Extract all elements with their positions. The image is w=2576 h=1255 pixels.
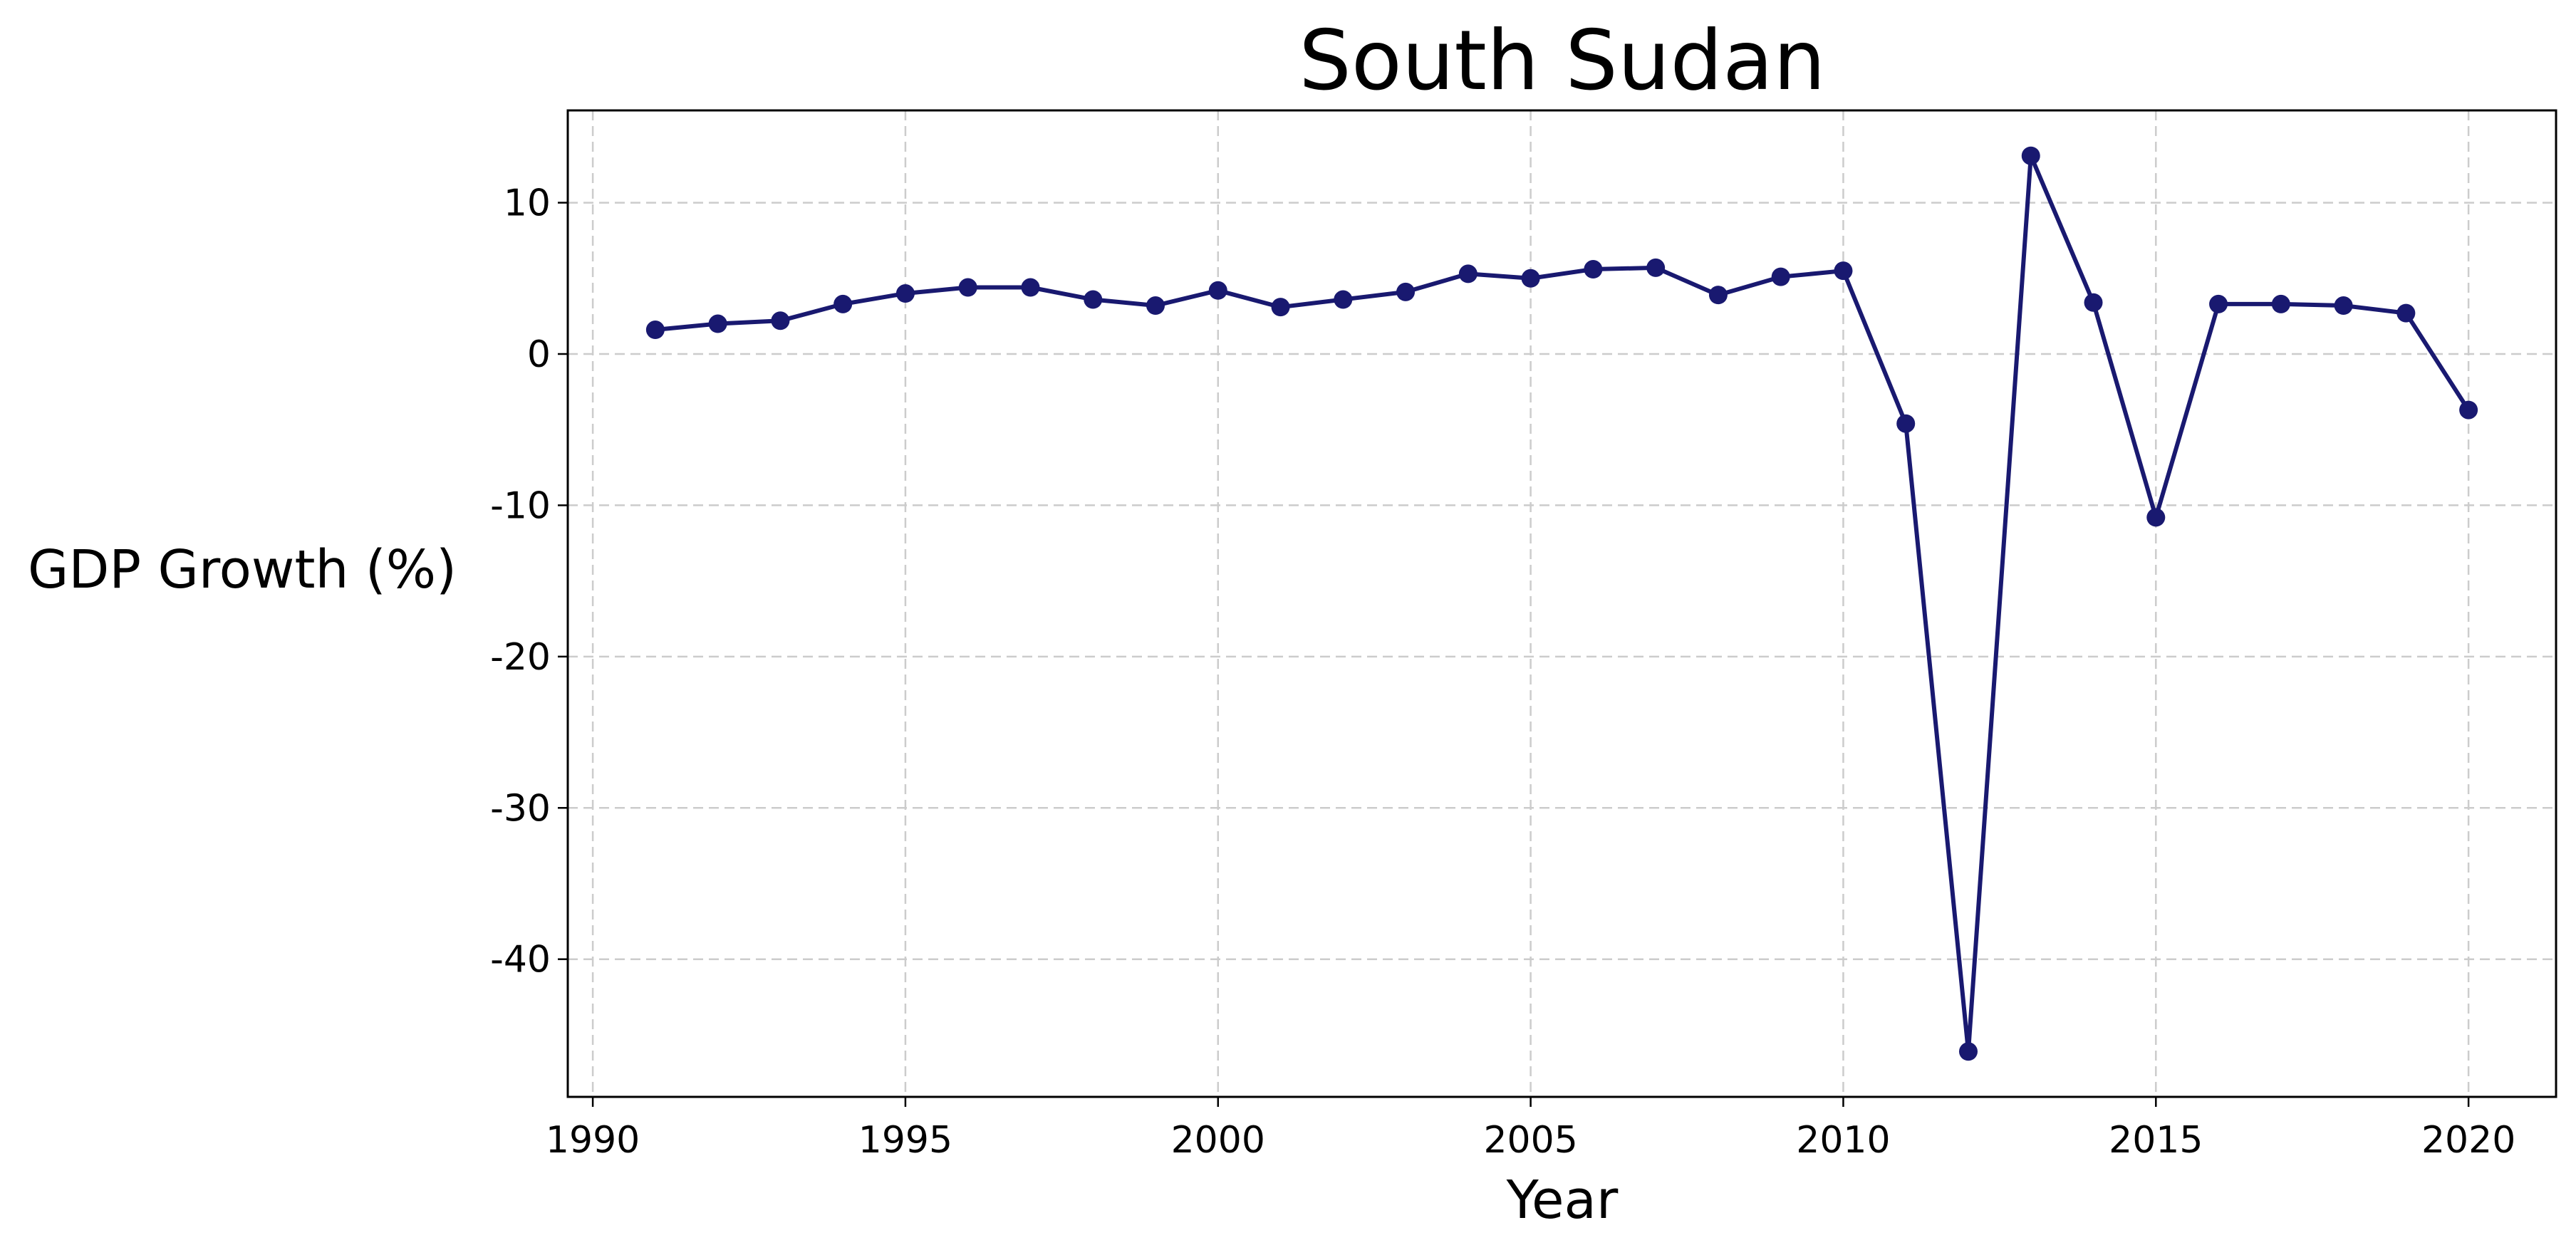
data-point <box>1084 290 1103 309</box>
y-tick-label: -30 <box>490 787 551 830</box>
data-point <box>1458 264 1477 283</box>
data-point <box>1771 267 1790 286</box>
series-line <box>653 153 2471 1054</box>
x-tick-label: 1990 <box>546 1119 640 1162</box>
data-series <box>645 146 2478 1061</box>
y-tick-label: 0 <box>527 333 551 376</box>
x-tick-label: 1995 <box>858 1119 952 1162</box>
data-point <box>2021 146 2040 165</box>
data-point <box>833 294 853 313</box>
data-point <box>1396 282 1416 301</box>
data-point <box>2396 303 2416 323</box>
data-point <box>1708 286 1728 305</box>
grid-lines <box>568 110 2556 1097</box>
data-point <box>771 311 790 330</box>
y-tick-label: -40 <box>490 939 551 981</box>
data-point <box>1958 1042 1978 1061</box>
data-point <box>1146 296 1165 316</box>
x-tick-label: 2010 <box>1796 1119 1890 1162</box>
data-point <box>708 314 727 333</box>
data-point <box>2459 400 2478 420</box>
x-axis-label: Year <box>1506 1170 1619 1231</box>
x-tick-label: 2005 <box>1483 1119 1577 1162</box>
data-point <box>2084 293 2103 312</box>
x-tick-label: 2015 <box>2109 1119 2203 1162</box>
plot-frame <box>566 109 2557 1098</box>
data-point <box>1208 281 1227 300</box>
y-tick-label: -10 <box>490 484 551 527</box>
data-point <box>2209 294 2228 313</box>
y-axis-label: GDP Growth (%) <box>28 539 457 600</box>
data-point <box>895 284 915 303</box>
data-point <box>1584 260 1603 279</box>
data-point <box>958 278 977 297</box>
data-point <box>2146 508 2166 527</box>
data-point <box>1334 290 1353 309</box>
data-point <box>1271 298 1290 317</box>
y-tick-label: -20 <box>490 636 551 679</box>
x-tick-label: 2000 <box>1171 1119 1265 1162</box>
chart-title: South Sudan <box>1299 13 1825 109</box>
data-point <box>1021 278 1040 297</box>
y-axis-ticks: 10 0 -10 -20 -30 -40 <box>490 182 568 981</box>
y-tick-label: 10 <box>504 182 551 225</box>
data-point <box>1834 261 1853 281</box>
data-point <box>645 321 665 340</box>
data-point <box>2271 294 2290 313</box>
data-point <box>1896 414 1916 433</box>
x-axis-ticks: 1990 1995 2000 2005 2010 2015 2020 <box>546 1097 2515 1162</box>
x-tick-label: 2020 <box>2421 1119 2515 1162</box>
data-point <box>1646 258 1666 277</box>
data-point <box>1521 269 1540 288</box>
data-point <box>2334 296 2353 316</box>
